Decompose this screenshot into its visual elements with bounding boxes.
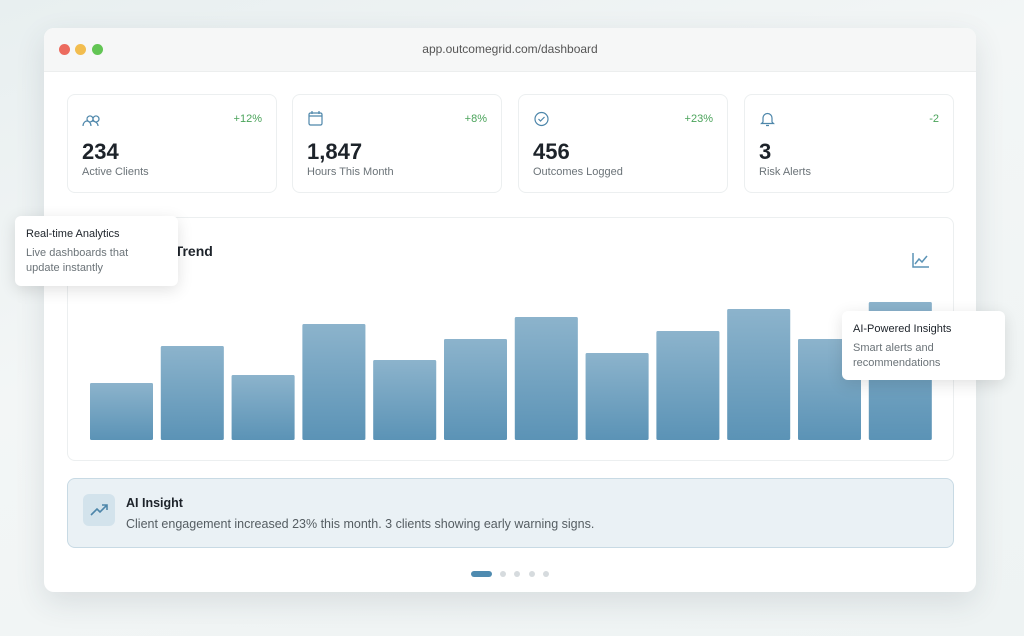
chart <box>90 302 932 440</box>
trend-icon <box>912 253 929 268</box>
stat-value: 456 <box>533 139 570 164</box>
bar-sheen <box>160 346 224 440</box>
tooltip: Real-time Analytics Live dashboards that… <box>15 216 178 286</box>
bar-sheen <box>727 309 791 440</box>
stat-icon <box>82 115 100 127</box>
tooltip-text: Live dashboards that update instantly <box>26 247 129 274</box>
page-dot[interactable] <box>529 571 535 577</box>
tooltip-title: AI-Powered Insights <box>853 323 952 335</box>
stat-card: +8% 1,847 Hours This Month <box>292 94 502 193</box>
stat-label: Hours This Month <box>307 166 394 178</box>
stat-value: 234 <box>82 139 119 164</box>
stat-label: Risk Alerts <box>759 166 811 178</box>
tooltip-text: Smart alerts and recommendations <box>853 342 941 369</box>
stat-change: -2 <box>929 113 939 125</box>
bar-sheen <box>90 383 153 440</box>
maximize-dot[interactable] <box>92 44 103 55</box>
insight-title: AI Insight <box>126 496 183 510</box>
bar-sheen <box>656 331 720 440</box>
tooltip: AI-Powered Insights Smart alerts and rec… <box>842 311 1005 380</box>
chart-card: s Trend <box>67 217 954 461</box>
stat-change: +23% <box>684 113 713 125</box>
page-dot-active[interactable] <box>471 571 492 577</box>
bar-sheen <box>514 317 578 440</box>
bar-sheen <box>373 360 437 440</box>
bar-sheen <box>585 353 649 440</box>
stat-label: Outcomes Logged <box>533 166 623 178</box>
stat-value: 3 <box>759 139 772 164</box>
insight-box: AI Insight Client engagement increased 2… <box>67 478 954 548</box>
page-dot[interactable] <box>500 571 506 577</box>
stat-card: +12% 234 Active Clients <box>67 94 277 193</box>
tooltip-title: Real-time Analytics <box>26 228 120 240</box>
bar-sheen <box>231 375 295 440</box>
stat-card: -2 3 Risk Alerts <box>744 94 954 193</box>
close-dot[interactable] <box>59 44 70 55</box>
bar-sheen <box>444 339 507 440</box>
stat-icon <box>534 111 549 127</box>
insight-icon <box>83 494 115 526</box>
stat-icon <box>308 111 323 126</box>
insight-text: Client engagement increased 23% this mon… <box>126 517 595 531</box>
page-dot[interactable] <box>543 571 549 577</box>
page-dot[interactable] <box>514 571 520 577</box>
stat-value: 1,847 <box>307 139 363 164</box>
stat-change: +12% <box>233 113 262 125</box>
minimize-dot[interactable] <box>75 44 86 55</box>
stat-icon <box>760 112 775 127</box>
stat-label: Active Clients <box>82 166 149 178</box>
stat-card: +23% 456 Outcomes Logged <box>518 94 728 193</box>
stat-change: +8% <box>464 113 487 125</box>
title-bar: app.outcomegrid.com/dashboard <box>44 28 976 72</box>
url: app.outcomegrid.com/dashboard <box>422 42 598 56</box>
bar-sheen <box>302 324 366 440</box>
